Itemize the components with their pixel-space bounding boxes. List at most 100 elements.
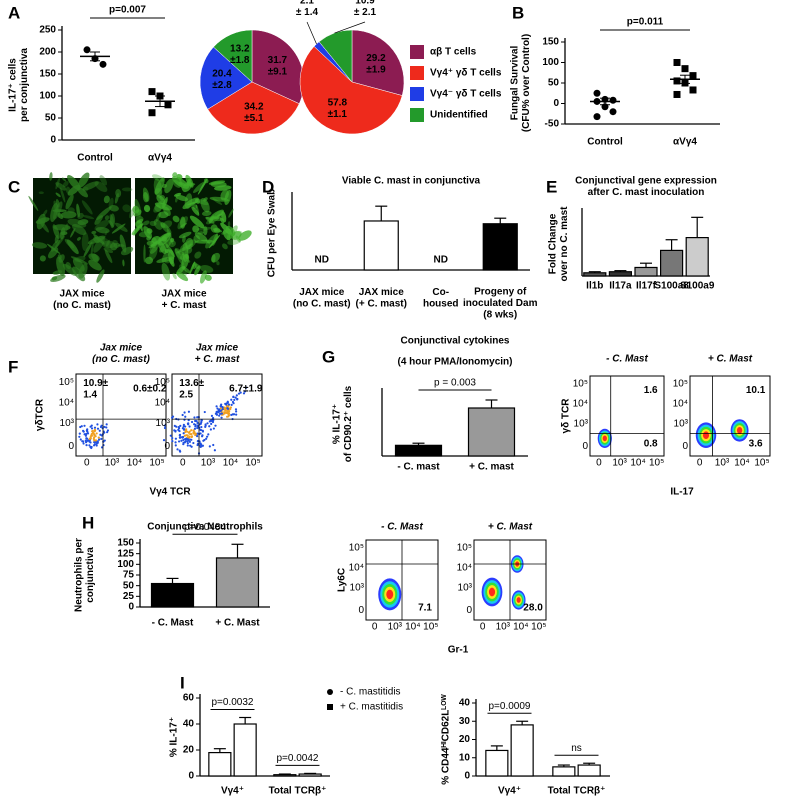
flow-title: - C. Mast — [606, 354, 648, 365]
micrograph-texture — [114, 222, 128, 232]
micrograph-texture — [197, 231, 205, 235]
flow-tick-label: 0 — [682, 441, 688, 452]
y-axis-label: CFU per Eye Swab — [267, 189, 278, 277]
panel-letter: D — [262, 177, 274, 196]
flow-event — [227, 412, 231, 415]
chart-title: Conjunctival cytokines — [401, 336, 510, 347]
text-line: 10.9± — [83, 378, 108, 389]
flow-event — [203, 410, 206, 414]
micrograph-texture — [174, 248, 184, 266]
flow-event — [181, 413, 184, 417]
flow-event — [193, 432, 197, 435]
quadrant-label: 3.6 — [749, 439, 763, 450]
flow-event — [236, 397, 239, 401]
flow-event — [94, 435, 97, 438]
micrograph-texture — [184, 253, 189, 260]
bar — [659, 249, 684, 277]
flow-event — [183, 434, 186, 437]
micrograph-texture — [222, 243, 228, 250]
micrograph-texture — [160, 222, 166, 228]
flow-tick-label: 10⁵ — [457, 543, 472, 554]
flow-event — [179, 450, 182, 453]
pie-label: 2.1 ± 1.4 — [296, 0, 319, 17]
micrograph-texture — [61, 177, 67, 182]
flow-event — [90, 427, 94, 430]
x-tick-label: S100a8 — [654, 281, 689, 292]
micrograph-texture — [67, 207, 75, 214]
micrograph-texture — [158, 232, 171, 242]
flow-event — [173, 429, 176, 432]
flow-event — [83, 433, 86, 436]
micrograph-texture — [180, 239, 197, 252]
flow-event — [83, 424, 86, 427]
y-tick-label: 40 — [183, 719, 195, 730]
micrograph-texture — [60, 211, 77, 219]
micrograph-texture — [60, 187, 66, 203]
flow-tick-label: 0 — [372, 622, 378, 633]
y-tick-label: 0 — [50, 135, 56, 146]
text-line: Fungal Survival — [509, 46, 520, 121]
text-line: 2.5 — [179, 389, 193, 400]
p-value: p = 0.003 — [434, 378, 476, 389]
micrograph-texture — [189, 215, 205, 229]
pie-label: 29.2 ±1.9 — [366, 53, 386, 76]
density-blob — [386, 589, 394, 600]
micrograph-texture — [54, 234, 59, 244]
flow-tick-label: 10³ — [715, 458, 730, 469]
micrograph-texture — [210, 224, 218, 233]
flow-event — [199, 422, 202, 425]
flow-event — [98, 438, 101, 441]
p-value: p=0.0009 — [489, 701, 531, 712]
flow-event — [231, 413, 234, 416]
text-line: ±2.8 — [212, 80, 232, 91]
flow-event — [182, 438, 185, 441]
flow-event — [233, 398, 236, 402]
quadrant-label: 0.6±0.2 — [133, 383, 167, 394]
y-tick-label: 150 — [39, 69, 56, 80]
micrograph-texture — [108, 197, 114, 209]
micrograph-texture — [178, 181, 187, 187]
flow-event — [99, 433, 102, 436]
micrograph-texture — [54, 235, 65, 249]
text-line: JAX mice — [299, 286, 344, 297]
flow-tick-label: 10⁴ — [573, 399, 588, 410]
flow-event — [84, 434, 88, 437]
flow-event — [209, 428, 212, 431]
text-line: per conjunctiva — [18, 48, 29, 122]
flow-tick-label: 10⁵ — [649, 458, 664, 469]
flow-event — [194, 425, 197, 428]
y-tick-label: 10 — [459, 752, 471, 763]
flow-event — [229, 406, 232, 409]
flow-event — [193, 416, 196, 419]
flow-event — [184, 429, 187, 432]
text-line: Jax mice — [196, 342, 239, 353]
flow-event — [234, 396, 237, 399]
micrograph-texture — [217, 213, 222, 217]
micrograph-texture — [185, 183, 196, 187]
quadrant-label: 13.6± 2.5 — [179, 378, 204, 401]
text-line: Co- — [432, 286, 449, 297]
legend-label: αβ T cells — [430, 47, 477, 58]
flow-event — [86, 432, 90, 435]
text-line: 31.7 — [268, 55, 288, 66]
flow-event — [235, 410, 238, 413]
flow-tick-label: 10⁵ — [673, 379, 688, 390]
micrograph-texture — [161, 248, 171, 263]
text-line: ±1.1 — [328, 109, 348, 120]
micrograph-texture — [135, 220, 143, 229]
flow-event — [214, 424, 217, 427]
flow-tick-label: 10³ — [458, 583, 473, 594]
flow-event — [93, 439, 96, 442]
flow-event — [91, 429, 95, 433]
flow-tick-label: 10⁵ — [349, 543, 364, 554]
flow-event — [186, 442, 189, 445]
data-point — [83, 46, 91, 54]
flow-y-label: Ly6C — [337, 568, 348, 592]
chart-subtitle: (4 hour PMA/Ionomycin) — [398, 357, 513, 368]
text-line: JAX mice — [59, 288, 104, 299]
micrograph-texture — [104, 249, 113, 264]
micrograph-texture — [154, 204, 162, 212]
micrograph-texture — [77, 212, 84, 220]
micrograph-texture — [81, 232, 89, 252]
micrograph-texture — [168, 257, 175, 267]
